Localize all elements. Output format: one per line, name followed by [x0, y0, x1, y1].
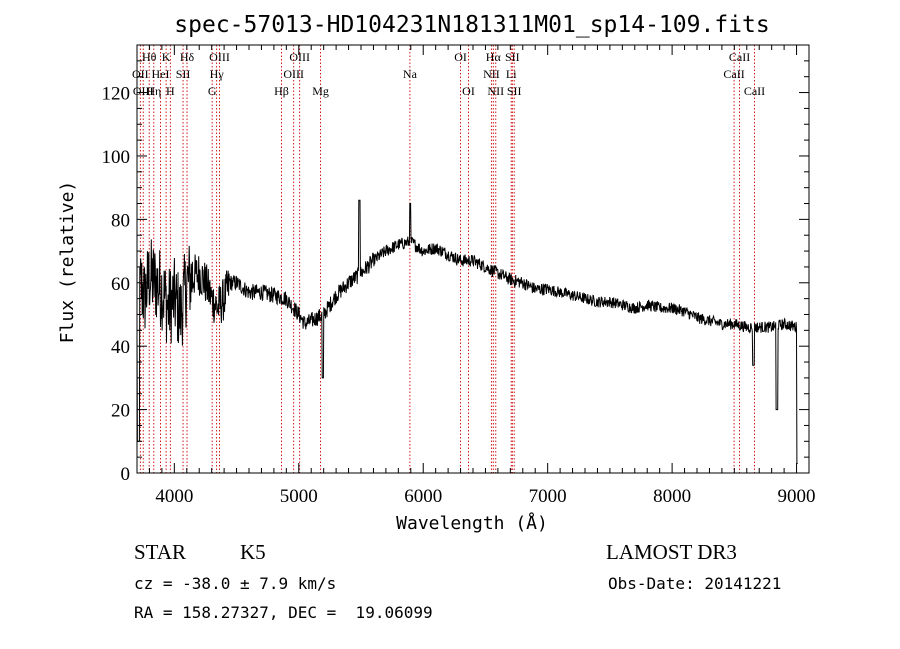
line-marker-label: Mg: [312, 84, 329, 98]
line-marker-label: CaII: [729, 50, 750, 64]
line-marker-label: Hθ: [142, 50, 157, 64]
line-marker-label: Na: [403, 67, 418, 81]
line-marker-label: H: [166, 84, 175, 98]
y-tick-label: 40: [111, 337, 130, 358]
line-markers: [139, 45, 755, 473]
x-axis-label: Wavelength (Å): [396, 512, 548, 534]
line-marker-label: NII: [487, 84, 504, 98]
x-tick-label: 7000: [529, 486, 567, 507]
x-tick-label: 4000: [155, 486, 193, 507]
line-marker-label: OIII: [133, 84, 154, 98]
line-marker-label: G: [208, 84, 217, 98]
y-tick-label: 60: [111, 274, 130, 295]
line-marker-label: OIII: [283, 67, 304, 81]
line-marker-label: SII: [507, 84, 522, 98]
line-marker-label: OI: [462, 84, 475, 98]
line-marker-label: Hη: [146, 84, 161, 98]
obs-date: Obs-Date: 20141221: [608, 574, 782, 593]
y-axis: 0 20 40 60 80 100 120: [102, 44, 809, 485]
x-tick-label: 5000: [280, 486, 318, 507]
subclass: K5: [240, 540, 266, 564]
line-marker-label: CaII: [723, 67, 744, 81]
redshift-cz: cz = -38.0 ± 7.9 km/s: [134, 574, 337, 593]
line-marker-label: OIII: [209, 50, 230, 64]
x-tick-label: 8000: [653, 486, 691, 507]
spectrum-line: [136, 199, 798, 464]
x-axis: 4000 5000 6000 7000 8000 9000: [136, 45, 816, 507]
line-marker-label: Hδ: [180, 50, 195, 64]
line-marker-label: K: [162, 50, 171, 64]
chart-title: spec-57013-HD104231N181311M01_sp14-109.f…: [174, 12, 769, 38]
line-marker-label: SII: [505, 50, 520, 64]
y-tick-label: 120: [102, 84, 131, 105]
plot-frame: [136, 44, 810, 474]
line-marker-label: Hγ: [210, 67, 225, 81]
line-marker-label: Li: [506, 67, 517, 81]
line-marker-label: Hα: [486, 50, 502, 64]
y-tick-label: 80: [111, 210, 130, 231]
y-axis-label: Flux (relative): [57, 181, 78, 344]
line-marker-label: Hβ: [274, 84, 289, 98]
line-marker-label: OI: [454, 50, 467, 64]
coordinates: RA = 158.27327, DEC = 19.06099: [134, 603, 433, 622]
y-tick-label: 20: [111, 401, 130, 422]
survey-name: LAMOST DR3: [606, 540, 737, 564]
line-marker-label: OII: [132, 67, 149, 81]
line-marker-label: OIII: [289, 50, 310, 64]
line-marker-label: HeI: [152, 67, 170, 81]
line-marker-label: SII: [176, 67, 191, 81]
line-marker-label: NII: [483, 67, 500, 81]
line-marker-label: CaII: [744, 84, 765, 98]
y-tick-label: 100: [102, 147, 131, 168]
y-tick-label: 0: [121, 464, 131, 485]
x-tick-label: 9000: [778, 486, 816, 507]
x-tick-label: 6000: [404, 486, 442, 507]
object-class: STAR: [134, 540, 186, 564]
